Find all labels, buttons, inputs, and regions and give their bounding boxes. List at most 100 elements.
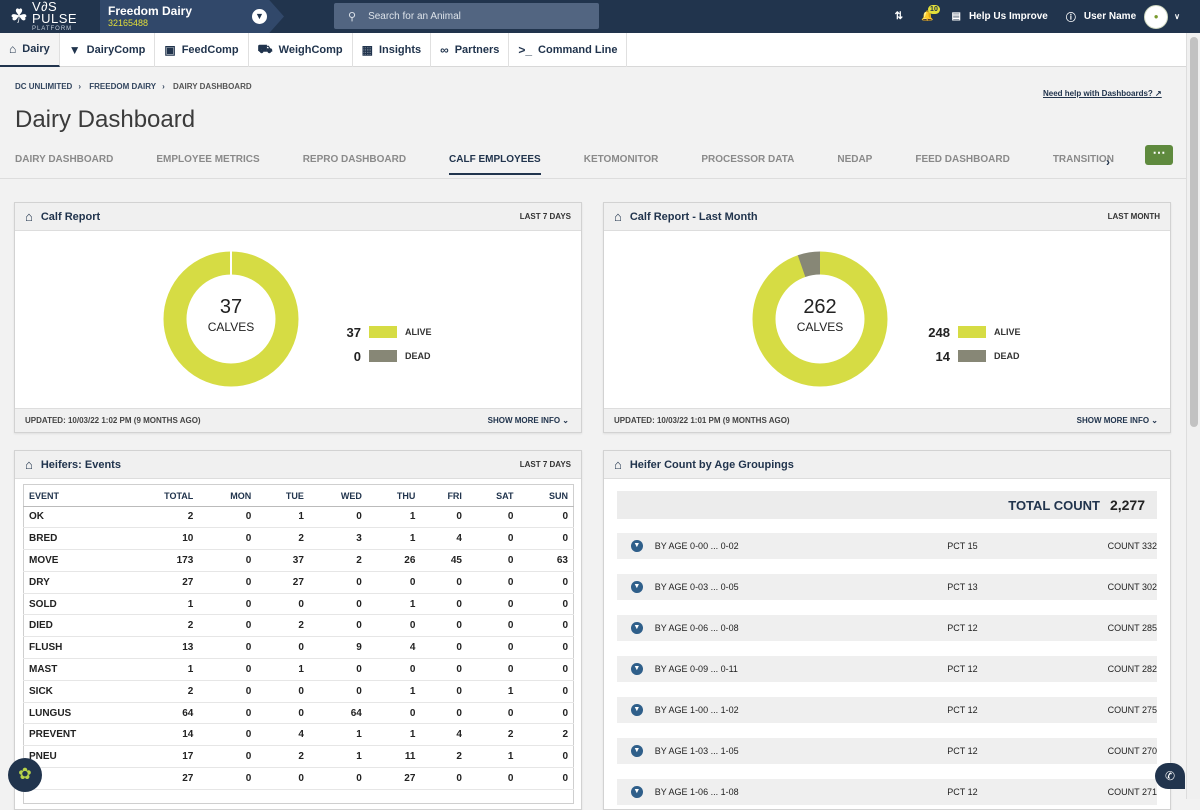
age-group-row[interactable]: ▼ BY AGE 1-03 ... 1-05 PCT 12 COUNT 270 [617, 738, 1157, 764]
age-group-row[interactable]: ▼ BY AGE 1-06 ... 1-08 PCT 12 COUNT 271 [617, 779, 1157, 805]
expand-chevron-icon[interactable]: ▼ [631, 704, 643, 716]
table-row[interactable]: DIED 2 0 2 0 0 0 0 0 [23, 614, 574, 638]
table-row[interactable]: LUNGUS 64 0 0 64 0 0 0 0 [23, 702, 574, 725]
card-footer: UPDATED: 10/03/22 1:01 PM (9 MONTHS AGO)… [604, 408, 1170, 432]
table-row[interactable]: SOLD 1 0 0 0 1 0 0 0 [23, 593, 574, 616]
nav-dairycomp[interactable]: ▼ DairyComp [60, 33, 156, 67]
tab-repro-dashboard[interactable]: REPRO DASHBOARD [302, 154, 407, 165]
help-improve-button[interactable]: ▤ Help Us Improve [952, 11, 1048, 22]
nav-weighcomp[interactable]: ⛟ WeighComp [249, 33, 353, 67]
calf-total: 262 [803, 296, 837, 318]
tab-dairy-dashboard[interactable]: DAIRY DASHBOARD [15, 154, 114, 165]
event-count-cell: 10 [127, 527, 200, 551]
nav-partners[interactable]: ∞ Partners [431, 33, 510, 67]
leaf-logo-icon: ✿ [18, 766, 32, 783]
breadcrumb-item[interactable]: DC UNLIMITED [15, 82, 73, 91]
event-name-cell: PNEU [23, 745, 128, 769]
expand-chevron-icon[interactable]: ▼ [631, 663, 643, 675]
event-count-cell: 1 [367, 593, 422, 616]
event-count-cell: 0 [519, 680, 574, 703]
age-group-count: COUNT 271 [1107, 787, 1157, 797]
tab-employee-metrics[interactable]: EMPLOYEE METRICS [156, 154, 260, 165]
nav-dairy[interactable]: ⌂ Dairy [0, 33, 60, 67]
home-icon: ⌂ [614, 457, 622, 472]
logo-icon: ☘ [10, 6, 28, 28]
event-count-cell: 0 [467, 636, 520, 660]
event-count-cell: 0 [421, 658, 468, 681]
table-row[interactable]: 27 0 0 0 27 0 0 0 [23, 767, 574, 790]
expand-chevron-icon[interactable]: ▼ [631, 581, 643, 593]
event-count-cell: 1 [127, 658, 200, 681]
age-group-row[interactable]: ▼ BY AGE 0-03 ... 0-05 PCT 13 COUNT 302 [617, 574, 1157, 600]
top-bar: ☘ V∂S PULSE PLATFORM Freedom Dairy 32165… [0, 0, 1200, 33]
animal-search-input[interactable]: ⚲ Search for an Animal [334, 3, 599, 29]
bell-icon: 🔔 [921, 11, 934, 22]
notifications-button[interactable]: 🔔 10 [921, 5, 940, 22]
table-row[interactable]: FLUSH 13 0 0 9 4 0 0 0 [23, 636, 574, 660]
breadcrumb-item[interactable]: FREEDOM DAIRY [89, 82, 157, 91]
vas-assistant-button[interactable]: ✿ [8, 758, 42, 792]
tabs-next-icon[interactable]: › [1106, 155, 1110, 169]
table-row[interactable]: PNEU 17 0 2 1 11 2 1 0 [23, 745, 574, 769]
table-row[interactable]: SICK 2 0 0 0 1 0 1 0 [23, 680, 574, 703]
sort-toggle[interactable]: ⇅ [895, 11, 903, 22]
user-menu[interactable]: ⓘ User Name ● ∨ [1066, 4, 1194, 29]
age-group-row[interactable]: ▼ BY AGE 1-00 ... 1-02 PCT 12 COUNT 275 [617, 697, 1157, 723]
age-group-label: BY AGE 1-00 ... 1-02 [654, 705, 739, 715]
feed-icon: ▣ [164, 43, 176, 57]
event-count-cell: 0 [519, 506, 574, 529]
tab-processor-data[interactable]: PROCESSOR DATA [701, 154, 795, 165]
dead-label: DEAD [405, 351, 431, 361]
age-group-row[interactable]: ▼ BY AGE 0-00 ... 0-02 PCT 15 COUNT 332 [617, 533, 1157, 559]
more-options-button[interactable]: ⋯ [1145, 145, 1173, 165]
expand-chevron-icon[interactable]: ▼ [631, 540, 643, 552]
expand-chevron-icon[interactable]: ▼ [631, 786, 643, 798]
column-header: THU [367, 486, 422, 507]
cow-icon: ▼ [68, 43, 81, 57]
age-group-pct: PCT 13 [947, 582, 978, 592]
calf-month-donut-chart [752, 251, 888, 387]
expand-chevron-icon[interactable]: ▼ [631, 622, 643, 634]
page-scrollbar[interactable] [1186, 33, 1200, 799]
age-group-row[interactable]: ▼ BY AGE 0-09 ... 0-11 PCT 12 COUNT 282 [617, 656, 1157, 682]
calf-total: 37 [219, 296, 243, 318]
avatar[interactable]: ● [1144, 4, 1169, 29]
dashboard-help-link[interactable]: Need help with Dashboards? ↗ [1043, 89, 1162, 98]
table-row[interactable]: DRY 27 0 27 0 0 0 0 0 [23, 571, 574, 594]
tab-ketomonitor[interactable]: KETOMONITOR [583, 154, 659, 165]
event-count-cell: 13 [127, 636, 200, 660]
farm-selector[interactable]: Freedom Dairy 32165488 ▼ [100, 0, 284, 33]
home-icon: ⌂ [9, 42, 17, 56]
event-count-cell: 14 [127, 723, 200, 747]
event-count-cell: 0 [519, 658, 574, 681]
event-count-cell: 173 [127, 549, 200, 572]
table-row[interactable]: MOVE 173 0 37 2 26 45 0 63 [23, 549, 574, 572]
legend-alive: 248 ALIVE [924, 320, 1020, 344]
nav-command-line[interactable]: >_ Command Line [509, 33, 628, 67]
tab-feed-dashboard[interactable]: FEED DASHBOARD [915, 154, 1010, 165]
event-count-cell: 2 [257, 745, 310, 769]
event-count-cell: 1 [257, 658, 310, 681]
nav-insights[interactable]: ▦ Insights [353, 33, 432, 67]
age-group-row[interactable]: ▼ BY AGE 0-06 ... 0-08 PCT 12 COUNT 285 [617, 615, 1157, 641]
chat-support-button[interactable]: ✆ [1155, 763, 1185, 789]
event-count-cell: 2 [127, 506, 200, 529]
table-row[interactable]: OK 2 0 1 0 1 0 0 0 [23, 506, 574, 529]
table-row[interactable]: MAST 1 0 1 0 0 0 0 0 [23, 658, 574, 681]
table-row[interactable]: PREVENT 14 0 4 1 1 4 2 2 [23, 723, 574, 747]
tab-calf-employees[interactable]: CALF EMPLOYEES [449, 154, 541, 175]
tab-transition[interactable]: TRANSITION [1052, 154, 1114, 165]
chevron-down-icon[interactable]: ▼ [252, 9, 267, 24]
nav-feedcomp[interactable]: ▣ FeedComp [155, 33, 249, 67]
scrollbar-thumb[interactable] [1190, 37, 1198, 427]
tab-nedap[interactable]: NEDAP [837, 154, 873, 165]
page-title: Dairy Dashboard [15, 106, 196, 133]
show-more-info-button[interactable]: SHOW MORE INFO ⌄ [1077, 416, 1158, 425]
app-logo[interactable]: ☘ V∂S PULSE PLATFORM [0, 0, 100, 33]
table-row[interactable]: BRED 10 0 2 3 1 4 0 0 [23, 527, 574, 551]
show-more-info-button[interactable]: SHOW MORE INFO ⌄ [488, 416, 569, 425]
age-group-pct: PCT 12 [947, 705, 978, 715]
expand-chevron-icon[interactable]: ▼ [631, 745, 643, 757]
column-header: TUE [257, 486, 310, 507]
event-count-cell: 0 [199, 527, 258, 551]
